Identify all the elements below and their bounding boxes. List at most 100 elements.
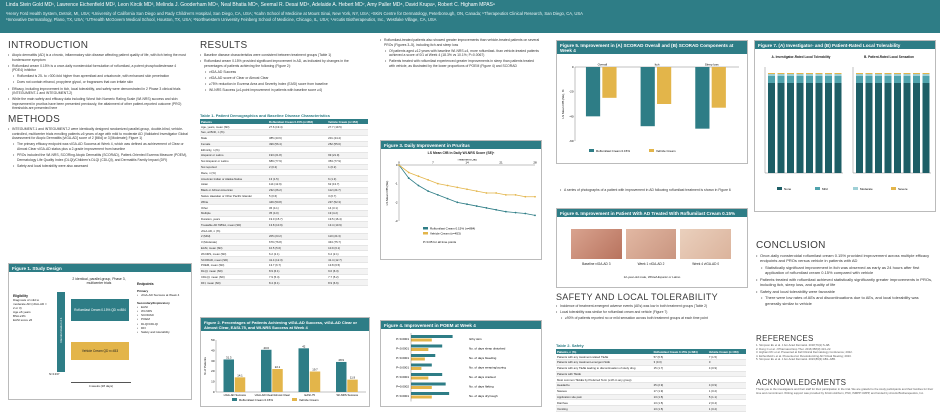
stacked-bar-segment — [913, 74, 920, 76]
category-label: Itch — [655, 63, 660, 67]
stacked-bar-segment — [913, 76, 920, 83]
table-row: Male 385 (43.6) 201 (44.4) — [200, 135, 368, 142]
intro-title: INTRODUCTION — [8, 40, 89, 51]
photo-labels: Baseline vIGA-AD 3 Week 1 vIGA-AD 2 Week… — [571, 262, 731, 266]
stacked-bar-segment — [777, 76, 785, 83]
safety-bullet: Incidence of treatment-emergent adverse … — [556, 304, 746, 309]
stacked-bar-segment — [903, 74, 911, 76]
eligibility-item: Diagnosis of mild to moderate AD (vIGA-A… — [13, 298, 47, 310]
secondary-item: Safety and tolerability — [137, 330, 187, 334]
y-axis-label: % of Patients — [203, 357, 207, 375]
reference-item: 5. Simpson EL et al. J Am Acad Dermatol.… — [756, 357, 836, 362]
table-cell: 0 — [707, 359, 746, 366]
reference-item: 1. Simpson EL et al. J Am Acad Dermatol.… — [756, 343, 831, 347]
table-cell: 5 (0.6) — [268, 193, 328, 200]
table-cell — [327, 146, 368, 154]
references-title: REFERENCES — [756, 334, 814, 343]
conclusion-bullet: There were low rates of AEs and disconti… — [761, 295, 934, 305]
p-value-label: P<0.0001 — [396, 356, 409, 360]
table-2: Table 2. Safety Patients, n (%) Roflumil… — [556, 343, 746, 412]
legend-label: Severe — [898, 187, 908, 191]
endpoints-block: Endpoints Primary vIGA-AD Success at Wee… — [137, 282, 187, 334]
table-cell: Patients with any TEAE leading to discon… — [556, 365, 653, 372]
table-cell: 19.5 (16.4) — [327, 216, 368, 223]
table-cell: Other — [200, 204, 269, 211]
table-cell: 17 (1.9) — [652, 388, 708, 395]
table-cell: 1 (0.2) — [327, 164, 368, 171]
table-cell: 41.4 (12.3) — [268, 256, 328, 263]
category-label: Overall — [598, 63, 608, 67]
table-cell: 201 (44.4) — [327, 135, 368, 142]
conclusion-bullet: Patients treated with roflumilast achiev… — [756, 277, 934, 287]
table-cell: 7.9 (5.4) — [268, 274, 328, 281]
x-axis-label: Treatment Day — [457, 159, 477, 162]
acknowledgments-section: ACKNOWLEDGMENTS Thank you to the investi… — [756, 378, 934, 395]
table-cell — [707, 376, 746, 384]
table-cell: 13.8 (6.5) — [327, 262, 368, 269]
bar — [657, 67, 672, 104]
legend-label: Roflumilast Cream 0.15% — [239, 398, 273, 402]
data-point — [407, 171, 410, 174]
table-cell — [268, 146, 328, 154]
table-cell — [268, 227, 328, 235]
table-cell — [327, 227, 368, 235]
data-point — [475, 205, 478, 207]
table-row: vIGA-AD, n (%) — [200, 227, 368, 235]
table-row: American Indian or Alaska Native 13 (1.5)… — [200, 175, 368, 182]
table-row: Headache 25 (2.9) 4 (0.9) — [556, 382, 746, 389]
figure-5-title: Figure 5. Improvement in (A) SCORAD Over… — [557, 41, 747, 54]
table-cell: Application site pain — [556, 394, 653, 401]
table-cell — [268, 169, 328, 177]
table-header: Vehicle Cream (n=453) — [707, 349, 746, 355]
stacked-bar-segment — [768, 74, 775, 76]
results-bullet: vIGA-AD score of Clear or Almost Clear — [205, 76, 368, 81]
table-cell: Asian — [200, 181, 269, 188]
acknowledgments-text: Thank you to the investigators and their… — [756, 387, 934, 395]
figure-7-title: Figure 7. (A) Investigator- and (B) Pati… — [755, 41, 935, 49]
secondary-item: WI-NRS — [137, 309, 187, 313]
table-cell: White — [200, 198, 269, 206]
conclusion-body: Once-daily nonsteroidal roflumilast crea… — [756, 253, 934, 306]
table-cell: 4 (0.9) — [707, 365, 746, 372]
p-value-label: P<0.0001 — [396, 394, 409, 398]
conclusion-title: CONCLUSION — [756, 240, 826, 251]
bar-value-label: 22.1 — [275, 365, 281, 369]
secondary-item: SCORAD — [137, 313, 187, 317]
column-pro: Roflumilast-treated patients also showed… — [380, 38, 540, 70]
table-cell — [707, 371, 746, 378]
stacked-bar-segment — [894, 73, 901, 74]
table-cell: Patients with any treatment-emergent SAE — [556, 359, 653, 366]
results-bullet: vIGA-AD Success — [205, 70, 368, 75]
safety-bullet: Local tolerability was similar for roflu… — [556, 310, 746, 315]
y-tick-label: 0 — [213, 390, 215, 394]
table-cell: 57 (6.5) — [652, 354, 708, 360]
data-point — [466, 188, 468, 191]
table-cell: 4 (0.9) — [707, 382, 746, 389]
table-cell: 232 (26.2) — [268, 187, 328, 194]
bar-value-label: 11.9 — [350, 376, 356, 380]
photo-strip — [571, 229, 732, 259]
table-row: Not Hispanic or Latino 689 (77.9) 353 (77.… — [200, 158, 368, 165]
table-cell: 499 (56.4) — [268, 141, 328, 148]
table-row: Hispanic or Latino 193 (21.8) 99 (21.9) — [200, 152, 368, 159]
bar-value-label: 14.1 — [237, 373, 243, 377]
table-cell: American Indian or Alaska Native — [200, 175, 269, 182]
figure-4-title: Figure 4. Improvement in POEM at Week 4 — [381, 321, 541, 329]
category-label: No. of days dry/rough — [469, 394, 498, 398]
week1-photo — [625, 229, 677, 259]
data-point — [504, 210, 507, 213]
bar — [411, 344, 443, 348]
stacked-bar-segment — [856, 83, 863, 173]
safety-title: SAFETY AND LOCAL TOLERABILITY — [556, 292, 718, 302]
table-cell: SCORAD, mean (SD) — [200, 256, 269, 263]
table-cell: 14 (3.1) — [327, 204, 368, 211]
bar — [411, 367, 422, 370]
table-cell: Age, years, mean (SD) — [200, 124, 269, 130]
stacked-bar-segment — [777, 83, 785, 173]
randomization-label: Randomization 2:1 — [59, 317, 63, 343]
table-row: SCORAD, mean (SD) 41.4 (12.3) 41.4 (12.7) — [200, 256, 368, 263]
stacked-bar-segment — [894, 76, 901, 83]
stacked-bar-segment — [875, 74, 882, 76]
primary-title: Primary — [137, 289, 149, 294]
figure-2-title: Figure 2. Percentages of Patients Achiev… — [201, 318, 369, 331]
